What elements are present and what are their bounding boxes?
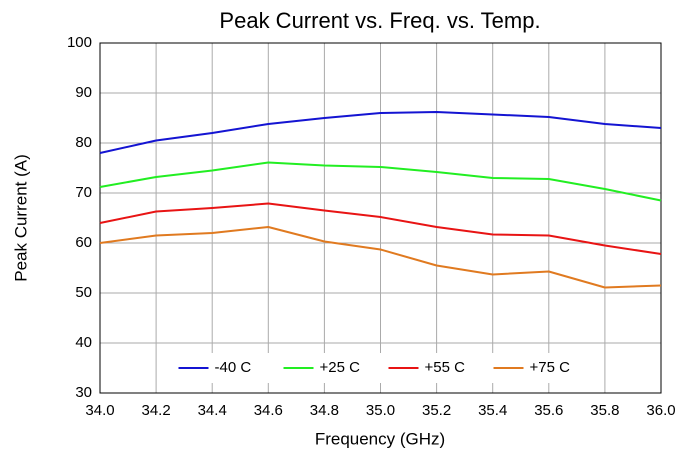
series-line — [99, 202, 662, 255]
y-tick-label: 40 — [75, 334, 92, 351]
y-axis-label: Peak Current (A) — [11, 154, 30, 282]
x-tick-label: 34.4 — [198, 402, 227, 419]
y-tick-label: 80 — [75, 134, 92, 151]
x-tick-label: 36.0 — [646, 402, 675, 419]
x-tick-label: 34.0 — [85, 402, 114, 419]
x-tick-label: 35.2 — [422, 402, 451, 419]
series-line — [99, 161, 662, 202]
x-tick-label: 35.0 — [366, 402, 395, 419]
x-tick-label: 35.4 — [478, 402, 507, 419]
legend-label: +75 C — [530, 359, 571, 376]
series-line — [99, 226, 662, 289]
legend-label: +25 C — [320, 359, 361, 376]
y-tick-label: 70 — [75, 184, 92, 201]
y-tick-label: 90 — [75, 84, 92, 101]
y-tick-label: 50 — [75, 284, 92, 301]
x-tick-label: 35.6 — [534, 402, 563, 419]
y-tick-label: 60 — [75, 234, 92, 251]
y-tick-label: 30 — [75, 384, 92, 401]
x-tick-label: 34.2 — [141, 402, 170, 419]
legend-label: +55 C — [425, 359, 466, 376]
x-tick-label: 35.8 — [590, 402, 619, 419]
chart-title: Peak Current vs. Freq. vs. Temp. — [219, 8, 540, 33]
x-tick-label: 34.8 — [310, 402, 339, 419]
y-tick-label: 100 — [67, 34, 92, 51]
plot-border — [99, 42, 662, 394]
legend-label: -40 C — [215, 359, 252, 376]
x-tick-label: 34.6 — [254, 402, 283, 419]
x-axis-label: Frequency (GHz) — [315, 429, 445, 448]
series-line — [99, 111, 662, 154]
